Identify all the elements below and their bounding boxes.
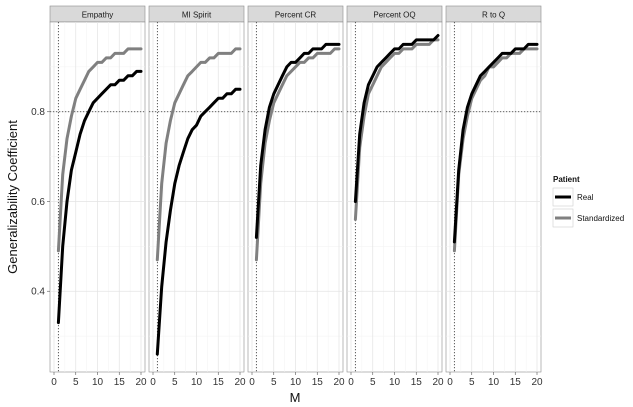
x-tick-label: 0: [51, 377, 57, 388]
x-axis-title: M: [290, 390, 301, 405]
x-tick-label: 20: [234, 377, 246, 388]
series-line-standardized: [155, 47, 242, 262]
y-tick-label: 0.8: [31, 107, 45, 118]
x-tick-label: 15: [213, 377, 225, 388]
x-tick-label: 20: [333, 377, 345, 388]
x-tick-label: 5: [271, 377, 277, 388]
x-tick-label: 10: [389, 377, 401, 388]
series-line-standardized: [56, 47, 143, 253]
x-tick-label: 20: [135, 377, 147, 388]
x-tick-label: 0: [249, 377, 255, 388]
x-tick-label: 20: [432, 377, 444, 388]
x-tick-label: 15: [510, 377, 522, 388]
legend-label-real: Real: [577, 193, 594, 202]
facet-panel-percent-cr: Percent CR 0 5 10 15 20: [247, 5, 345, 388]
series-line-standardized: [353, 38, 440, 221]
facet-strip-label: Percent CR: [275, 11, 317, 20]
facet-strip-label: Empathy: [82, 11, 114, 20]
legend-title: Patient: [553, 175, 580, 184]
facet-strip-label: R to Q: [482, 11, 505, 20]
x-tick-label: 15: [114, 377, 126, 388]
x-tick-label: 0: [447, 377, 453, 388]
x-tick-label: 10: [92, 377, 104, 388]
legend-label-standardized: Standardized: [577, 214, 624, 223]
x-tick-label: 5: [172, 377, 178, 388]
series-line-real: [353, 34, 440, 203]
x-tick-label: 5: [469, 377, 475, 388]
x-tick-label: 0: [150, 377, 156, 388]
x-tick-label: 5: [73, 377, 79, 388]
series-line-standardized: [254, 47, 341, 262]
facet-panel-empathy: Empathy 0 5 10 15 20: [49, 5, 147, 388]
x-tick-label: 10: [290, 377, 302, 388]
x-tick-label: 10: [191, 377, 203, 388]
series-line-real: [56, 69, 143, 325]
facet-strip-label: Percent OQ: [373, 11, 415, 20]
series-line-real: [452, 42, 539, 244]
facet-strip-label: MI Spirit: [182, 11, 212, 20]
series-line-real: [155, 87, 242, 356]
facet-panel-mi-spirit: MI Spirit 0 5 10 15 20: [148, 5, 246, 388]
x-tick-label: 0: [348, 377, 354, 388]
x-tick-label: 10: [488, 377, 500, 388]
x-tick-label: 5: [370, 377, 376, 388]
y-axis-title: Generalizability Coefficient: [5, 120, 20, 274]
x-tick-label: 20: [531, 377, 543, 388]
y-tick-label: 0.6: [31, 197, 45, 208]
facet-panel-r-to-q: R to Q 0 5 10 15 20: [445, 5, 543, 388]
series-line-real: [254, 42, 341, 239]
legend: Patient Real Standardized: [552, 175, 624, 228]
x-tick-label: 15: [411, 377, 423, 388]
x-tick-label: 15: [312, 377, 324, 388]
y-tick-label: 0.4: [31, 287, 45, 298]
facet-panel-percent-oq: Percent OQ 0 5 10 15 20: [346, 5, 444, 388]
